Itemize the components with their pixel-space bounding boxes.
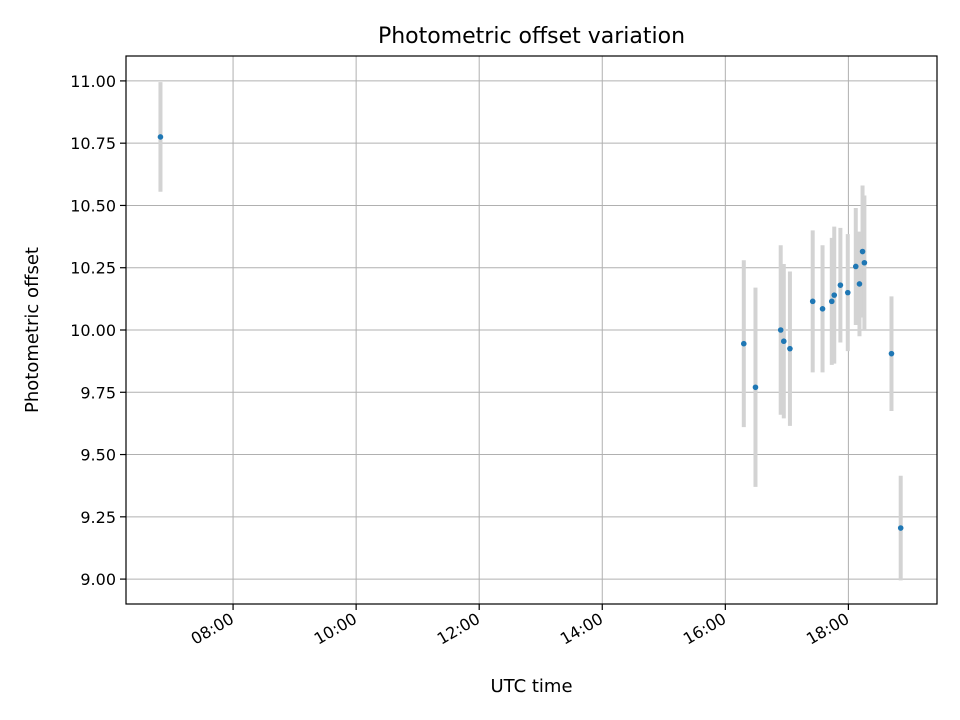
y-tick-label: 10.25: [70, 259, 116, 278]
data-point: [837, 282, 844, 288]
grid: [126, 56, 937, 604]
data-point: [888, 350, 895, 357]
data-point: [752, 384, 759, 391]
y-tick-label: 11.00: [70, 72, 116, 91]
x-tick-label: 12:00: [434, 609, 483, 649]
x-tick-label: 18:00: [803, 609, 852, 649]
x-tick-label: 14:00: [557, 609, 606, 649]
y-tick-label: 9.00: [80, 570, 116, 589]
x-axis-label: UTC time: [490, 676, 572, 697]
data-point: [819, 306, 826, 312]
y-tick-label: 10.00: [70, 321, 116, 340]
y-tick-label: 9.75: [80, 383, 116, 402]
data-point: [852, 263, 859, 270]
y-axis-label: Photometric offset: [22, 247, 43, 413]
data-point: [859, 248, 866, 255]
data-point: [844, 289, 851, 296]
data-point: [831, 292, 838, 298]
data-point: [787, 345, 793, 352]
y-tick-label: 9.25: [80, 508, 116, 527]
y-tick-label: 10.50: [70, 196, 116, 215]
x-tick-label: 08:00: [188, 609, 237, 649]
data-point: [856, 281, 863, 287]
x-tick-label: 16:00: [680, 609, 729, 649]
x-tick-label: 10:00: [311, 609, 360, 649]
y-tick-label: 10.75: [70, 134, 116, 153]
data-point: [777, 327, 784, 333]
data-points: [157, 134, 904, 531]
data-point: [740, 340, 747, 347]
y-tick-label: 9.50: [80, 446, 116, 465]
chart-title: Photometric offset variation: [378, 24, 685, 49]
ticks: 08:00 10:00 12:00 14:00 16:00 18:00 9.00 9.25 9.…: [70, 72, 852, 649]
data-point: [897, 525, 904, 531]
error-bars: [158, 82, 903, 581]
data-point: [828, 298, 835, 305]
data-point: [809, 298, 816, 305]
data-point: [861, 259, 868, 266]
data-point: [157, 134, 164, 140]
data-point: [780, 338, 787, 345]
